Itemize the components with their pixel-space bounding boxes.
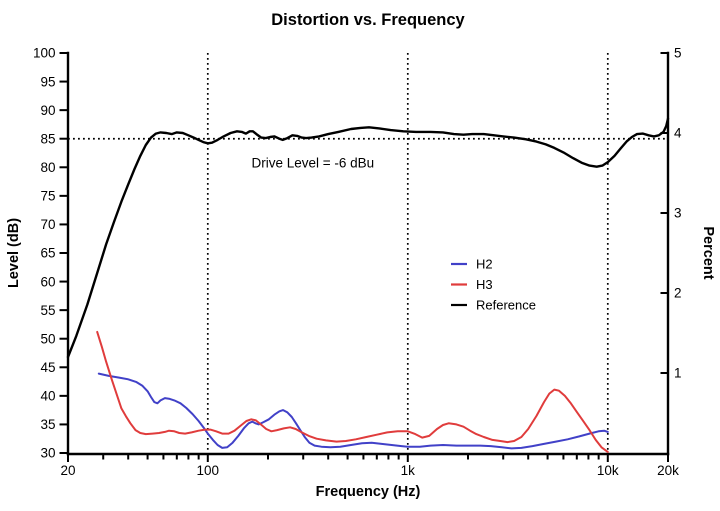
axis-ticks: 100 95 90 85 80 75 70 65 60 55 50 45 40 35 30 5 4 3 2 1 20 10… [33,46,682,478]
y-right-axis-label: Percent [700,226,716,279]
y-left-tick-label: 65 [40,246,55,261]
curve-h3 [96,330,609,453]
legend: H2 H3 Reference [451,257,536,313]
dotted-grid-lines [68,53,668,454]
legend-label-h3: H3 [476,277,493,292]
y-left-tick-label: 90 [40,103,55,118]
legend-label-h2: H2 [476,257,493,272]
y-right-tick-label: 4 [674,126,682,141]
y-left-tick-label: 75 [40,189,55,204]
x-tick-label: 20 [60,463,75,478]
y-left-tick-label: 80 [40,160,55,175]
x-tick-label: 1k [401,463,416,478]
y-left-tick-label: 85 [40,131,55,146]
x-tick-label: 20k [657,463,679,478]
data-curves [66,117,670,453]
y-left-axis-label: Level (dB) [6,218,22,288]
curve-reference [66,117,670,359]
y-left-tick-label: 95 [40,74,55,89]
y-left-tick-label: 40 [40,389,55,404]
y-left-tick-label: 100 [33,46,56,61]
y-right-tick-label: 3 [674,206,682,221]
y-left-tick-label: 50 [40,331,55,346]
y-left-tick-label: 45 [40,360,55,375]
page-title: Distortion vs. Frequency [271,11,465,29]
y-left-tick-label: 60 [40,274,55,289]
y-right-tick-label: 5 [674,46,682,61]
y-left-tick-label: 70 [40,217,55,232]
y-right-tick-label: 1 [674,366,682,381]
axis-frame [66,51,670,456]
x-tick-label: 10k [597,463,619,478]
curve-h2 [97,372,609,450]
y-right-tick-label: 2 [674,286,682,301]
y-left-tick-label: 30 [40,446,55,461]
legend-label-reference: Reference [476,298,536,313]
x-axis-label: Frequency (Hz) [316,484,421,500]
y-left-tick-label: 55 [40,303,55,318]
x-tick-label: 100 [197,463,220,478]
y-left-tick-label: 35 [40,417,55,432]
drive-level-annotation: Drive Level = -6 dBu [251,155,374,170]
